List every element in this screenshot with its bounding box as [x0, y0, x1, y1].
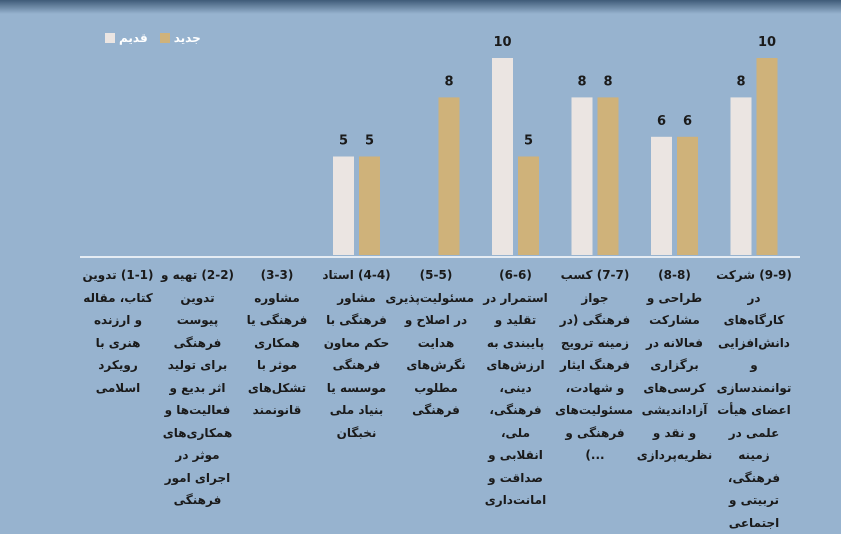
- value-label-old-9: 8: [736, 74, 745, 89]
- category-label-6: (6-6) استمرار در تقلید و پایبندی به ارزش…: [483, 268, 548, 507]
- value-label-old-8: 6: [657, 114, 666, 129]
- bar-old-7: [571, 97, 593, 256]
- category-label-4: (4-4) استاد مشاور فرهنگی با حکم معاون فر…: [322, 268, 391, 440]
- legend-swatch-old: [105, 33, 115, 43]
- bar-old-9: [730, 97, 752, 256]
- value-label-new-7: 8: [603, 74, 612, 89]
- value-label-old-4: 5: [339, 134, 348, 149]
- value-label-old-6: 10: [493, 35, 511, 50]
- legend-label-old: قدیم: [119, 31, 148, 45]
- category-label-9: (9-9) شرکت در کارگاه‌های دانش‌افزایی و ت…: [716, 268, 792, 530]
- bar-new-7: [597, 97, 619, 256]
- value-label-new-6: 5: [524, 134, 533, 149]
- bar-chart: 5 5 8 10 5 8 8 6 6 8 10: [80, 35, 800, 258]
- category-label-8: (8-8) طراحی و مشارکت فعالانه در برگزاری …: [636, 268, 713, 462]
- value-labels-group: 5 5 8 10 5 8 8 6 6 8 10: [339, 35, 776, 149]
- legend-label-new: جدید: [173, 31, 201, 45]
- category-label-3: (3-3) مشاوره فرهنگی یا همکاری موثر با تش…: [246, 268, 308, 417]
- category-label-2: (2-2) تهیه و تدوین پیوست فرهنگی برای تول…: [160, 268, 235, 507]
- bar-new-4: [359, 156, 380, 255]
- legend-swatch-new: [159, 33, 170, 43]
- top-band: [0, 0, 841, 14]
- legend: قدیم جدید: [105, 29, 213, 47]
- bar-new-6: [518, 156, 539, 255]
- bar-old-8: [651, 136, 672, 255]
- value-label-new-4: 5: [365, 134, 374, 149]
- bars-group: [333, 58, 778, 256]
- value-label-new-5: 8: [444, 74, 453, 89]
- legend-item-new: جدید: [159, 31, 201, 45]
- category-label-1: (1-1) تدوین کتاب، مقاله و ارزنده هنری با…: [82, 268, 154, 395]
- bar-old-4: [333, 156, 354, 255]
- bar-new-9: [756, 58, 778, 255]
- bar-new-5: [438, 97, 460, 256]
- category-label-5: (5-5) مسئولیت‌پذیری در اصلاح و هدایت نگر…: [385, 268, 474, 417]
- value-label-new-9: 10: [758, 35, 776, 50]
- bar-old-6: [492, 58, 513, 255]
- bar-new-8: [677, 136, 698, 255]
- category-label-7: (7-7) کسب جواز فرهنگی (در زمینه ترویج فر…: [555, 268, 633, 462]
- value-label-new-8: 6: [683, 114, 692, 129]
- value-label-old-7: 8: [577, 74, 586, 89]
- legend-item-old: قدیم: [105, 31, 148, 45]
